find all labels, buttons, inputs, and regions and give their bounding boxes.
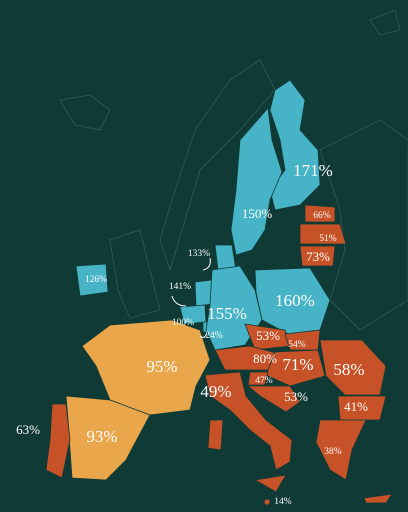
region-label: 80%: [253, 351, 277, 366]
pointer: [202, 257, 211, 271]
country: [253, 474, 287, 493]
region-label: 63%: [16, 422, 40, 437]
country: [304, 204, 336, 223]
country: [246, 385, 301, 413]
country: [363, 493, 393, 504]
region-label: 41%: [344, 399, 368, 414]
norway-outline: [159, 59, 276, 272]
region-label: 150%: [242, 206, 273, 221]
country: [230, 107, 283, 256]
region-label: 53%: [284, 389, 308, 404]
pointers: [171, 257, 211, 338]
country: [263, 498, 271, 506]
country: [315, 419, 367, 481]
region-label: 95%: [146, 357, 177, 376]
region-label: 24%: [205, 331, 223, 341]
region-label: 47%: [255, 376, 273, 386]
pointer: [199, 332, 208, 338]
labels: 171% 150% 66% 51% 73% 133% 126% 141% 100…: [16, 161, 368, 507]
pointer: [171, 295, 187, 307]
region-label: 14%: [274, 497, 292, 507]
country: [247, 371, 269, 386]
uk-outline: [109, 229, 161, 319]
non-eu-outlines: [59, 9, 408, 331]
region-label: 155%: [207, 304, 247, 323]
country: [337, 395, 387, 421]
region-label: 71%: [282, 355, 313, 374]
region-label: 160%: [275, 291, 315, 310]
region-label: 58%: [333, 360, 364, 379]
region-label: 73%: [306, 249, 330, 264]
region-label: 93%: [86, 427, 117, 446]
country: [207, 419, 224, 451]
region-label: 49%: [200, 382, 231, 401]
country: [269, 79, 321, 211]
country: [319, 339, 387, 396]
countries: [45, 79, 393, 506]
country: [214, 244, 237, 271]
region-label: 38%: [324, 447, 342, 457]
region-label: 171%: [293, 161, 333, 180]
country: [265, 349, 326, 387]
region-label: 51%: [319, 234, 337, 244]
country: [299, 245, 336, 267]
country: [45, 403, 71, 479]
region-label: 66%: [313, 211, 331, 221]
country: [204, 371, 293, 471]
region-label: 126%: [85, 275, 107, 285]
svalbard-outline: [369, 9, 401, 36]
country: [81, 319, 211, 416]
region-label: 100%: [172, 318, 194, 328]
country: [75, 263, 109, 297]
region-label: 133%: [188, 249, 210, 259]
region-label: 141%: [169, 282, 191, 292]
country: [299, 223, 347, 245]
east-outline: [319, 119, 408, 331]
iceland-outline: [59, 94, 111, 131]
region-label: 54%: [288, 340, 306, 350]
region-label: 53%: [256, 328, 280, 343]
